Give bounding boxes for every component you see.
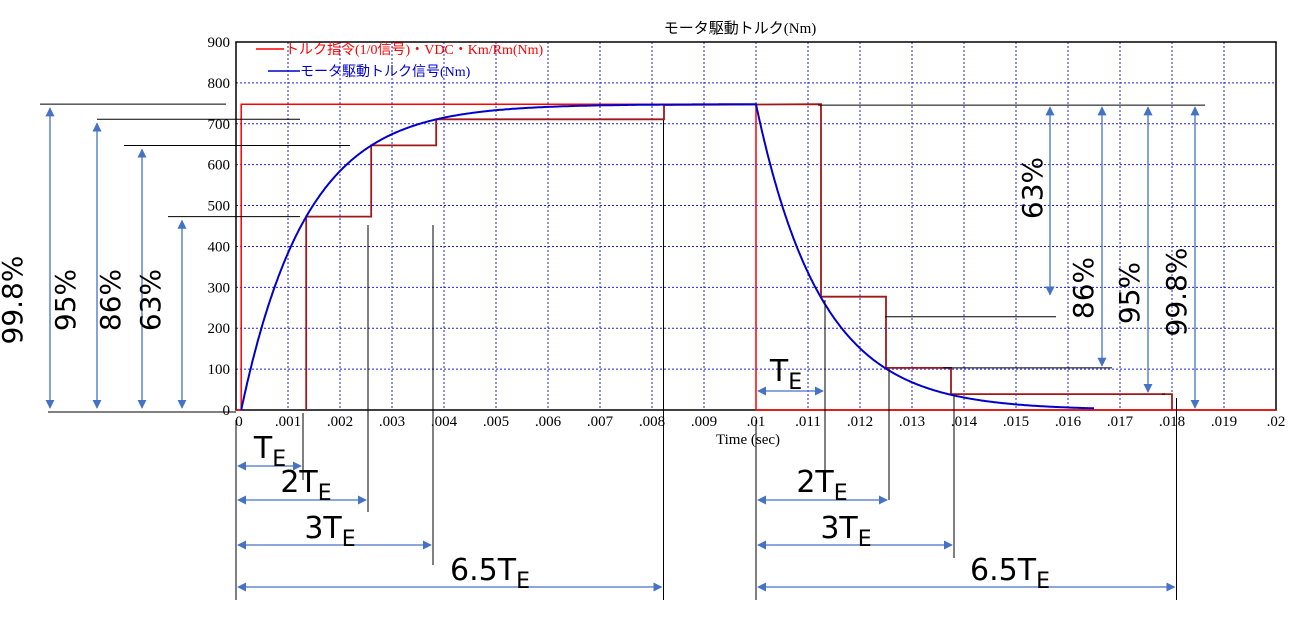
x-tick-label: .009 (691, 414, 717, 430)
x-tick-label: .014 (951, 414, 978, 430)
fall-span-label: 2TE (796, 465, 847, 506)
x-tick-label: .016 (1055, 414, 1082, 430)
x-tick-label: .001 (275, 414, 301, 430)
rise-span-label: 6.5TE (450, 553, 530, 594)
data-series (236, 103, 1276, 411)
y-tick-label: 900 (208, 35, 231, 51)
rise-span-label: 2TE (280, 465, 331, 506)
rise-span-label: TE (253, 431, 286, 472)
subscript: E (858, 527, 872, 552)
y-tick-label: 600 (208, 158, 231, 174)
fall-span-label: 6.5TE (970, 553, 1050, 594)
x-tick-label: .007 (587, 414, 614, 430)
legend: トルク指令(1/0信号)・VDC・Km/Rm(Nm) モータ駆動トルク信号(Nm) (256, 42, 544, 80)
te-staircase-line (305, 103, 1173, 410)
fall-span-label: 3TE (820, 511, 871, 552)
x-tick-label: .004 (431, 414, 458, 430)
rise-percent-label: 95% (49, 269, 82, 331)
rise-percent-label: 86% (94, 269, 127, 331)
x-tick-label: .02 (1267, 414, 1286, 430)
subscript: E (342, 527, 356, 552)
subscript: E (318, 481, 332, 506)
axis-ticks: 0 .001 .002 .003 .004 .005 .006 .007 .008 .009 .01… (208, 35, 1286, 430)
x-tick-label: .006 (535, 414, 562, 430)
subscript: E (272, 447, 286, 472)
y-tick-label: 300 (208, 280, 231, 296)
y-tick-label: 500 (208, 199, 231, 215)
legend-label-command: トルク指令(1/0信号)・VDC・Km/Rm(Nm) (285, 42, 544, 58)
x-tick-label: .018 (1159, 414, 1185, 430)
legend-label-response: モータ駆動トルク信号(Nm) (300, 64, 471, 80)
x-axis-label: Time (sec) (716, 432, 780, 448)
time-constant-annotations: 99.8% 95% 86% 63%63%86% 95% 99.8%TE2TE3TE6.5T… (0, 103, 1205, 600)
subscript: E (834, 481, 848, 506)
motor-torque-response-curve (240, 103, 1094, 411)
subscript: E (1036, 569, 1050, 594)
fall-percent-label: 99.8% (1160, 248, 1193, 337)
x-tick-label: .012 (847, 414, 873, 430)
fall-percent-label: 63% (1016, 157, 1049, 219)
x-tick-label: .017 (1107, 414, 1134, 430)
rise-span-label: 3TE (304, 511, 355, 552)
rise-percent-label: 99.8% (0, 256, 29, 345)
x-tick-label: .019 (1211, 414, 1237, 430)
y-tick-label: 0 (223, 403, 231, 419)
x-tick-label: .008 (639, 414, 665, 430)
subscript: E (788, 370, 802, 395)
y-tick-label: 400 (208, 239, 231, 255)
fall-percent-label: 95% (1113, 262, 1146, 324)
subscript: E (516, 569, 530, 594)
x-tick-label: .003 (379, 414, 405, 430)
y-tick-label: 200 (208, 321, 231, 337)
x-tick-label: .013 (899, 414, 925, 430)
x-tick-label: .005 (483, 414, 509, 430)
fall-percent-label: 86% (1067, 257, 1100, 319)
y-tick-label: 700 (208, 117, 231, 133)
rise-percent-label: 63% (134, 269, 167, 331)
y-tick-label: 800 (208, 76, 231, 92)
y-tick-label: 100 (208, 362, 231, 378)
x-tick-label: 0 (235, 414, 243, 430)
torque-command-line (236, 103, 1276, 411)
chart-title: モータ駆動トルク(Nm) (664, 20, 817, 37)
x-tick-label: .015 (1003, 414, 1029, 430)
x-tick-label: .002 (327, 414, 353, 430)
x-tick-label: .011 (795, 414, 821, 430)
fall-span-label: TE (769, 354, 802, 395)
